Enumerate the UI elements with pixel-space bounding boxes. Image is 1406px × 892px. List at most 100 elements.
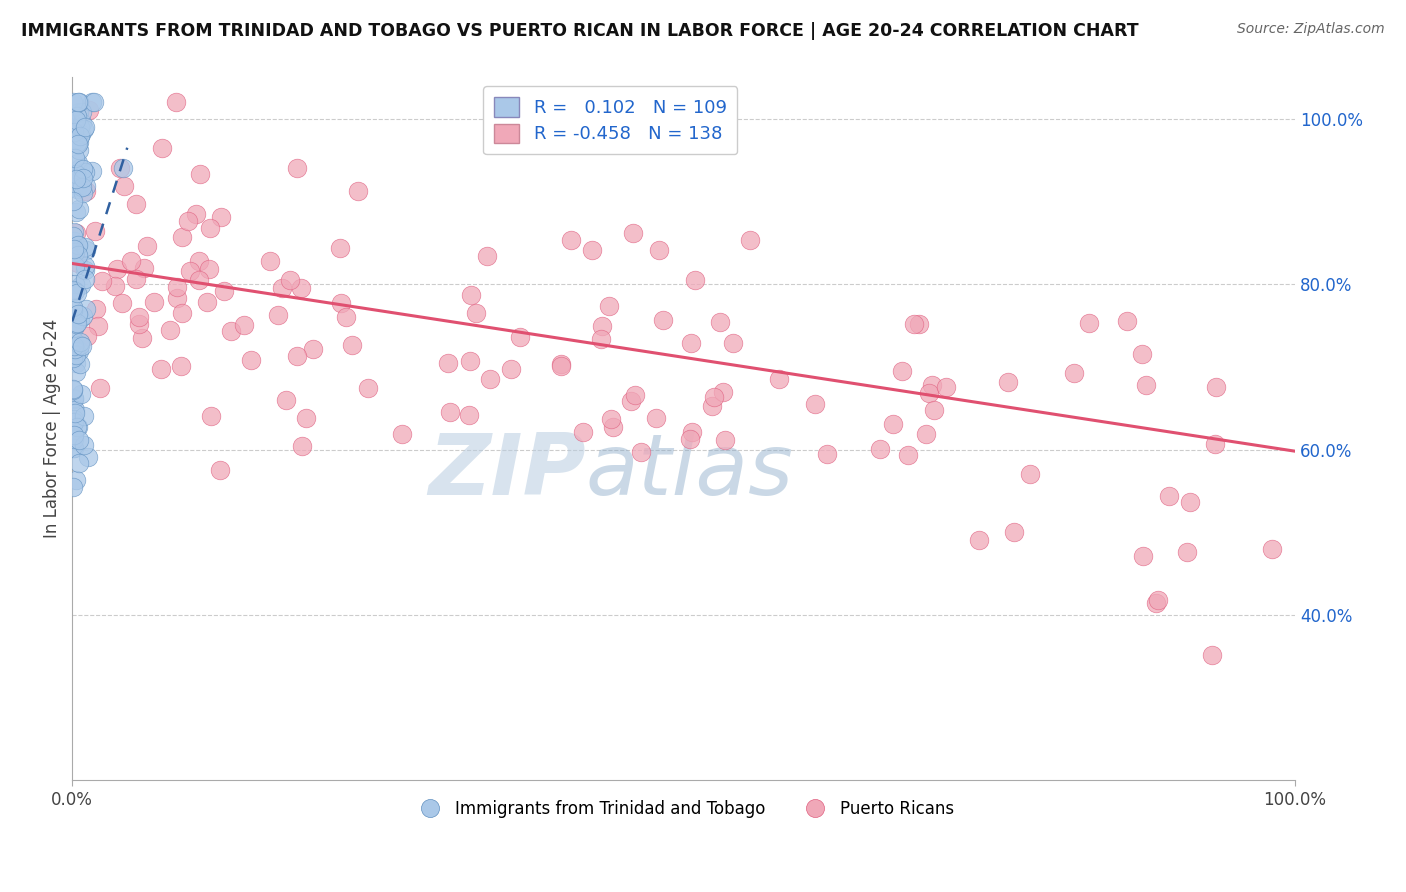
Point: [66, 155, 89, 169]
Point: [73, 438, 96, 452]
Point: [1002, 524, 1025, 539]
Point: [1205, 380, 1227, 394]
Point: [69, 433, 91, 447]
Point: [347, 185, 370, 199]
Point: [72, 186, 94, 200]
Point: [70, 387, 93, 401]
Point: [62, 301, 84, 315]
Text: IMMIGRANTS FROM TRINIDAD AND TOBAGO VS PUERTO RICAN IN LABOR FORCE | AGE 20-24 C: IMMIGRANTS FROM TRINIDAD AND TOBAGO VS P…: [21, 22, 1139, 40]
Point: [208, 463, 231, 477]
Point: [630, 445, 652, 459]
Point: [170, 306, 193, 320]
Point: [65, 356, 87, 370]
Point: [891, 364, 914, 378]
Point: [65, 365, 87, 379]
Point: [65, 473, 87, 487]
Point: [460, 288, 482, 302]
Point: [921, 377, 943, 392]
Point: [62, 117, 84, 131]
Point: [63, 415, 86, 429]
Point: [75, 243, 97, 257]
Point: [72, 171, 94, 186]
Point: [62, 179, 84, 194]
Point: [69, 127, 91, 141]
Point: [721, 336, 744, 351]
Point: [73, 239, 96, 253]
Point: [67, 136, 90, 150]
Point: [75, 301, 97, 316]
Point: [73, 259, 96, 273]
Point: [62, 432, 84, 446]
Point: [110, 161, 132, 176]
Point: [73, 409, 96, 423]
Point: [112, 178, 135, 193]
Point: [1115, 314, 1137, 328]
Point: [63, 391, 86, 405]
Point: [922, 402, 945, 417]
Point: [682, 425, 704, 440]
Point: [1144, 596, 1167, 610]
Point: [651, 313, 673, 327]
Point: [69, 337, 91, 351]
Point: [679, 432, 702, 446]
Point: [72, 161, 94, 176]
Point: [285, 349, 308, 363]
Point: [62, 414, 84, 428]
Point: [70, 116, 93, 130]
Point: [709, 315, 731, 329]
Point: [83, 95, 105, 110]
Point: [70, 179, 93, 194]
Point: [63, 245, 86, 260]
Point: [75, 184, 97, 198]
Point: [67, 95, 90, 110]
Point: [149, 361, 172, 376]
Point: [685, 273, 707, 287]
Point: [63, 125, 86, 139]
Point: [159, 323, 181, 337]
Point: [221, 324, 243, 338]
Text: Source: ZipAtlas.com: Source: ZipAtlas.com: [1237, 22, 1385, 37]
Point: [335, 310, 357, 324]
Point: [63, 412, 86, 426]
Point: [301, 342, 323, 356]
Point: [713, 384, 735, 399]
Point: [179, 264, 201, 278]
Point: [66, 238, 89, 252]
Point: [132, 261, 155, 276]
Text: atlas: atlas: [586, 430, 794, 513]
Point: [69, 128, 91, 143]
Point: [65, 136, 87, 150]
Point: [291, 439, 314, 453]
Point: [63, 403, 86, 417]
Point: [66, 95, 89, 110]
Point: [1132, 549, 1154, 563]
Point: [1180, 495, 1202, 509]
Point: [581, 244, 603, 258]
Point: [69, 120, 91, 135]
Point: [815, 447, 838, 461]
Point: [83, 225, 105, 239]
Point: [62, 415, 84, 429]
Point: [65, 317, 87, 331]
Point: [550, 357, 572, 371]
Point: [67, 307, 90, 321]
Point: [65, 151, 87, 165]
Point: [67, 105, 90, 120]
Point: [65, 226, 87, 240]
Point: [648, 243, 671, 257]
Point: [458, 353, 481, 368]
Point: [67, 256, 90, 270]
Point: [77, 103, 100, 117]
Point: [285, 161, 308, 175]
Point: [1261, 542, 1284, 557]
Point: [66, 286, 89, 301]
Point: [935, 379, 957, 393]
Point: [70, 339, 93, 353]
Legend: Immigrants from Trinidad and Tobago, Puerto Ricans: Immigrants from Trinidad and Tobago, Pue…: [406, 793, 960, 825]
Point: [91, 274, 114, 288]
Point: [62, 194, 84, 209]
Point: [62, 225, 84, 239]
Point: [457, 409, 479, 423]
Point: [290, 281, 312, 295]
Point: [65, 343, 87, 358]
